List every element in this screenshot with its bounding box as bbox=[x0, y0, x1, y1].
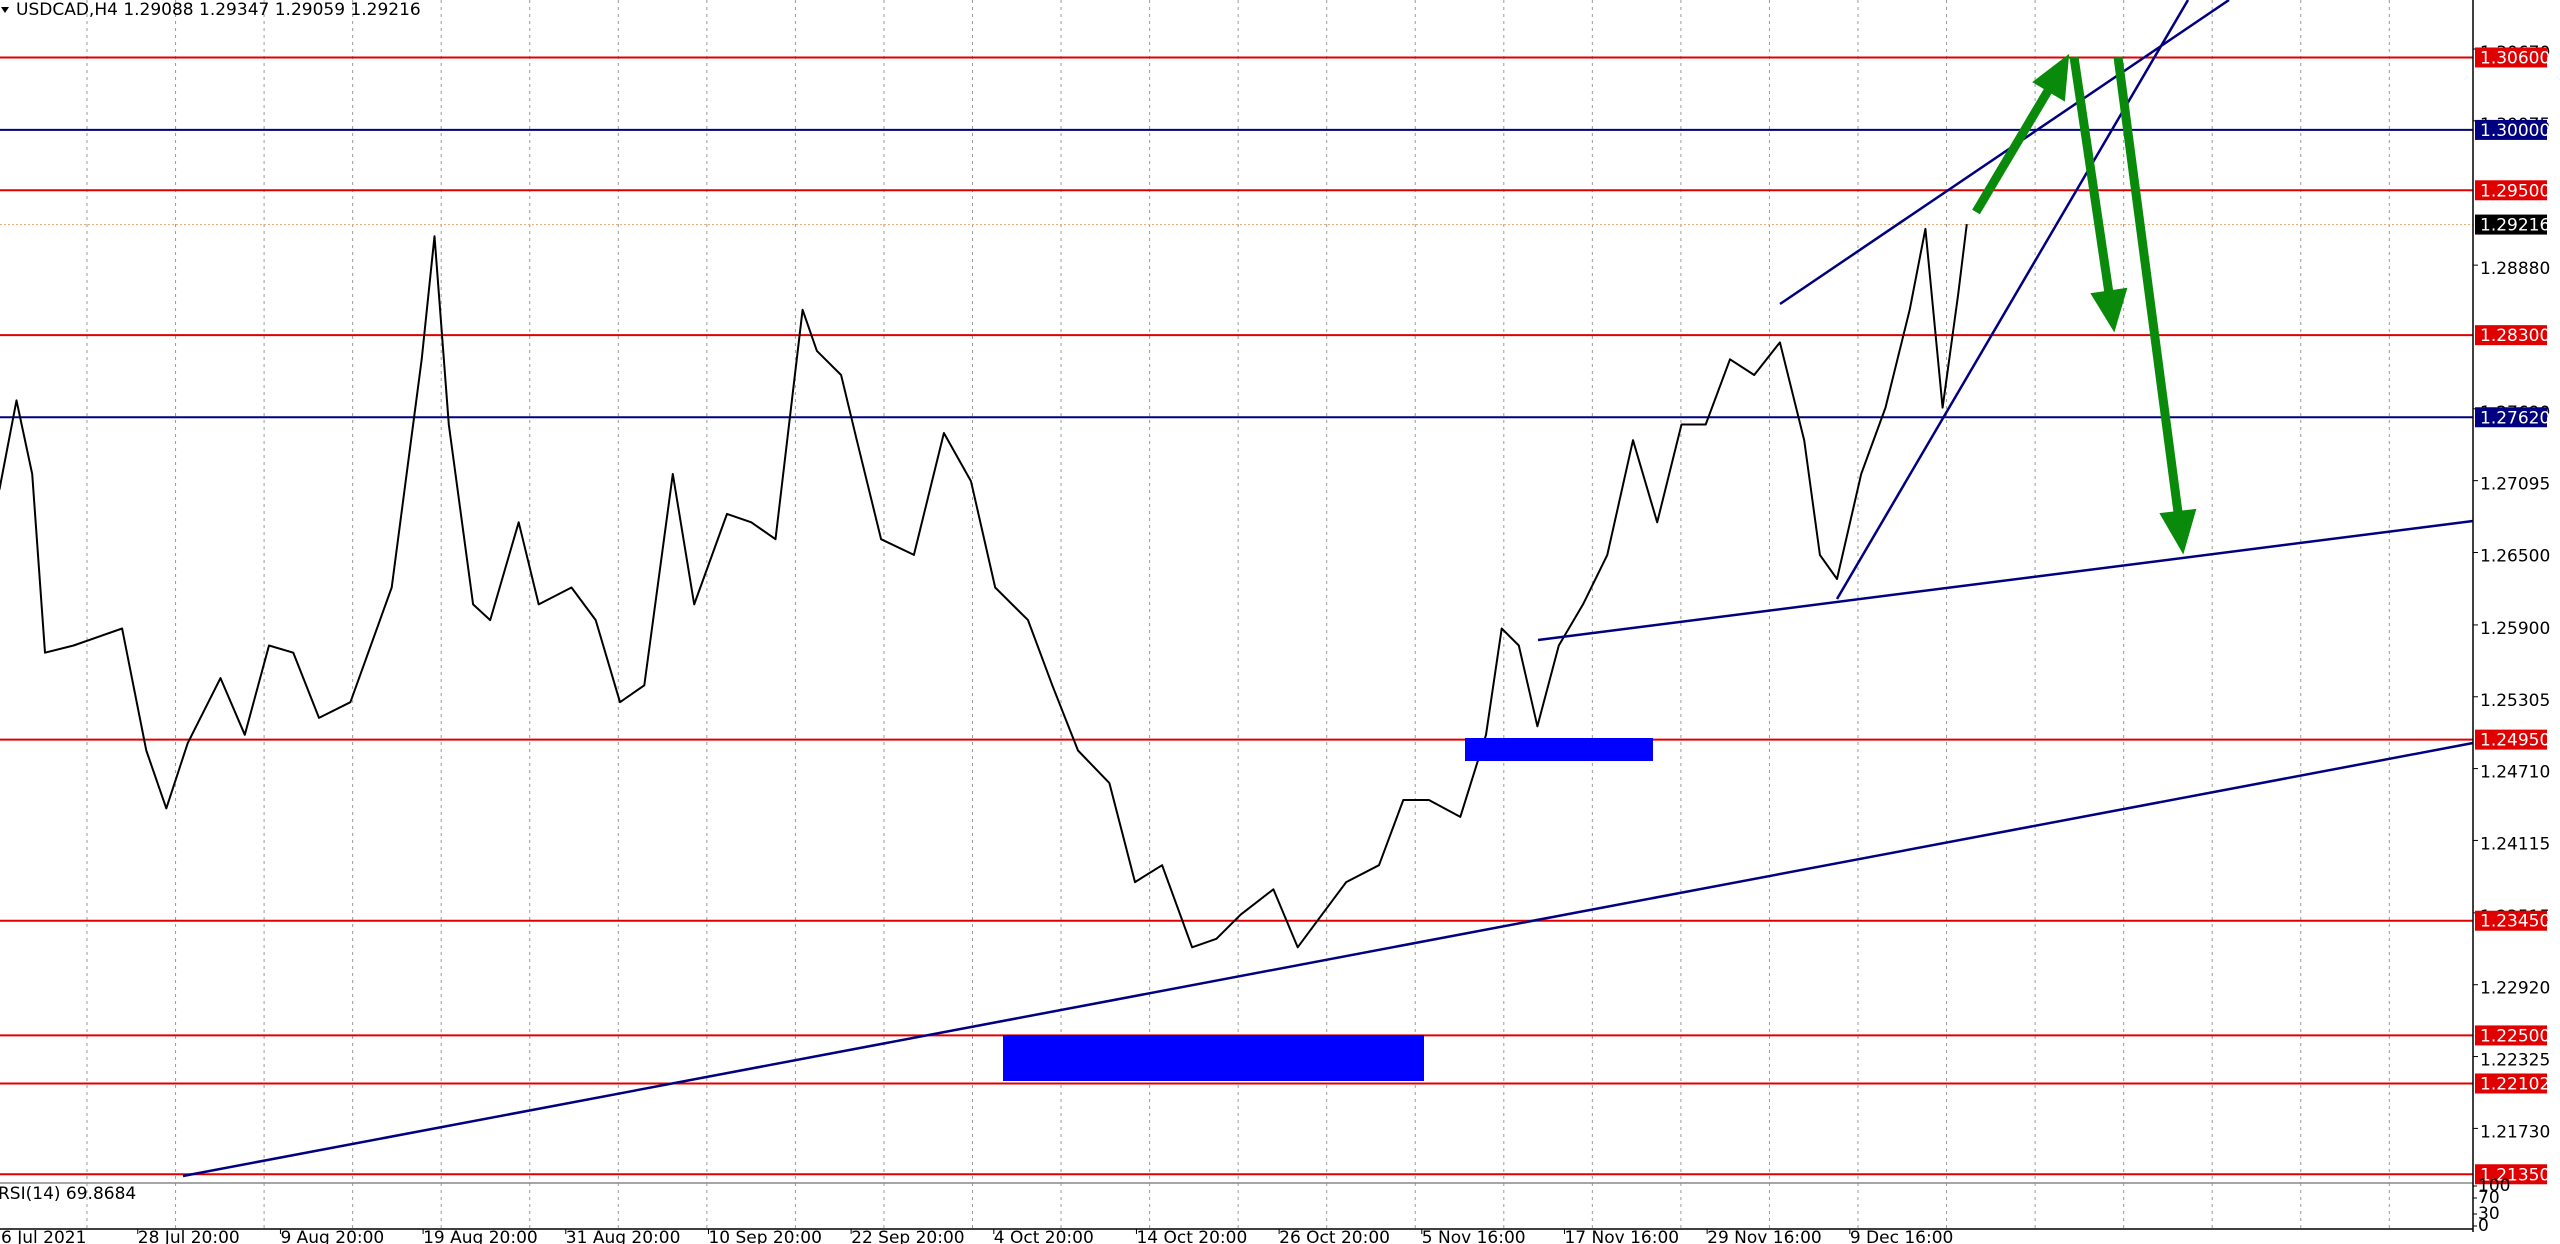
level-label-box bbox=[2475, 1073, 2547, 1094]
x-tick-label: 17 Nov 16:00 bbox=[1564, 1228, 1679, 1244]
x-tick-label: 31 Aug 20:00 bbox=[566, 1228, 681, 1244]
trendline bbox=[1537, 519, 2474, 642]
trendline bbox=[1779, 0, 2230, 306]
drawings bbox=[182, 0, 2474, 1178]
y-tick-label: 1.25305 bbox=[2480, 691, 2550, 711]
arrow bbox=[1972, 81, 2056, 215]
zone bbox=[1003, 1035, 1424, 1081]
level-label-box bbox=[2475, 214, 2547, 235]
level-label: 1.24950 bbox=[2480, 731, 2550, 751]
price-line bbox=[0, 223, 1968, 949]
level-label-box bbox=[2475, 325, 2547, 346]
x-tick-label: 9 Aug 20:00 bbox=[280, 1228, 384, 1244]
y-tick-label: 1.22920 bbox=[2480, 979, 2550, 999]
x-tick-label: 10 Sep 20:00 bbox=[708, 1228, 821, 1244]
y-tick-label: 1.24710 bbox=[2480, 763, 2550, 783]
arrow-head bbox=[2159, 508, 2197, 555]
level-label-box bbox=[2475, 119, 2547, 140]
level-label-box bbox=[2475, 180, 2547, 201]
axes: 1.306701.300751.288801.276901.270951.265… bbox=[1, 43, 2550, 1244]
menu-arrow[interactable] bbox=[1, 7, 9, 13]
level-label-box bbox=[2475, 47, 2547, 68]
y-tick-label: 1.24115 bbox=[2480, 834, 2550, 854]
chart-title: USDCAD,H4 1.29088 1.29347 1.29059 1.2921… bbox=[16, 0, 421, 20]
x-tick-label: 9 Dec 16:00 bbox=[1850, 1228, 1954, 1244]
trendline bbox=[182, 741, 2474, 1178]
rsi-tick-label: 30 bbox=[2478, 1204, 2500, 1224]
y-tick-label: 1.22325 bbox=[2480, 1051, 2550, 1071]
level-label: 1.30600 bbox=[2480, 48, 2550, 68]
y-tick-label: 1.21730 bbox=[2480, 1122, 2550, 1142]
x-tick-label: 19 Aug 20:00 bbox=[423, 1228, 538, 1244]
arrow bbox=[2069, 56, 2115, 301]
price bbox=[0, 223, 1968, 949]
arrow bbox=[2113, 56, 2184, 521]
arrow-head bbox=[2032, 53, 2070, 102]
rsi-tick-label: 70 bbox=[2478, 1188, 2500, 1208]
level-label: 1.27620 bbox=[2480, 408, 2550, 428]
y-tick-label: 1.28880 bbox=[2480, 259, 2550, 279]
level-label-box bbox=[2475, 910, 2547, 931]
level-label: 1.30000 bbox=[2480, 121, 2550, 141]
level-label-box bbox=[2475, 1164, 2547, 1185]
level-label: 1.23450 bbox=[2480, 912, 2550, 932]
x-tick-label: 4 Oct 20:00 bbox=[994, 1228, 1094, 1244]
y-tick-label: 1.26500 bbox=[2480, 546, 2550, 566]
arrows bbox=[1972, 53, 2197, 555]
x-tick-label: 22 Sep 20:00 bbox=[851, 1228, 964, 1244]
rsi-label: RSI(14) 69.8684 bbox=[0, 1184, 136, 1204]
level-label: 1.29500 bbox=[2480, 181, 2550, 201]
x-tick-label: 14 Oct 20:00 bbox=[1136, 1228, 1247, 1244]
x-tick-label: 5 Nov 16:00 bbox=[1422, 1228, 1526, 1244]
x-tick-label: 28 Jul 20:00 bbox=[138, 1228, 240, 1244]
level-label: 1.29216 bbox=[2480, 216, 2550, 236]
period-separators bbox=[0, 0, 2473, 1232]
level-label-box bbox=[2475, 729, 2547, 750]
y-tick-label: 1.25900 bbox=[2480, 619, 2550, 639]
level-label: 1.21350 bbox=[2480, 1165, 2550, 1185]
levels bbox=[0, 56, 2473, 1176]
level-label: 1.22500 bbox=[2480, 1026, 2550, 1046]
level-label: 1.28300 bbox=[2480, 326, 2550, 346]
rsi-tick-label: 0 bbox=[2478, 1216, 2489, 1236]
y-tick-label: 1.27095 bbox=[2480, 475, 2550, 495]
arrow-head bbox=[2090, 287, 2128, 333]
trendline bbox=[1835, 0, 2190, 600]
level-label-box bbox=[2475, 407, 2547, 428]
x-tick-label: 6 Jul 2021 bbox=[1, 1228, 86, 1244]
level-label: 1.22102 bbox=[2480, 1074, 2550, 1094]
rsi-tick-label: 100 bbox=[2478, 1176, 2510, 1196]
level-label-box bbox=[2475, 1025, 2547, 1046]
x-tick-label: 26 Oct 20:00 bbox=[1279, 1228, 1390, 1244]
zone bbox=[1465, 738, 1653, 761]
x-tick-label: 29 Nov 16:00 bbox=[1707, 1228, 1822, 1244]
